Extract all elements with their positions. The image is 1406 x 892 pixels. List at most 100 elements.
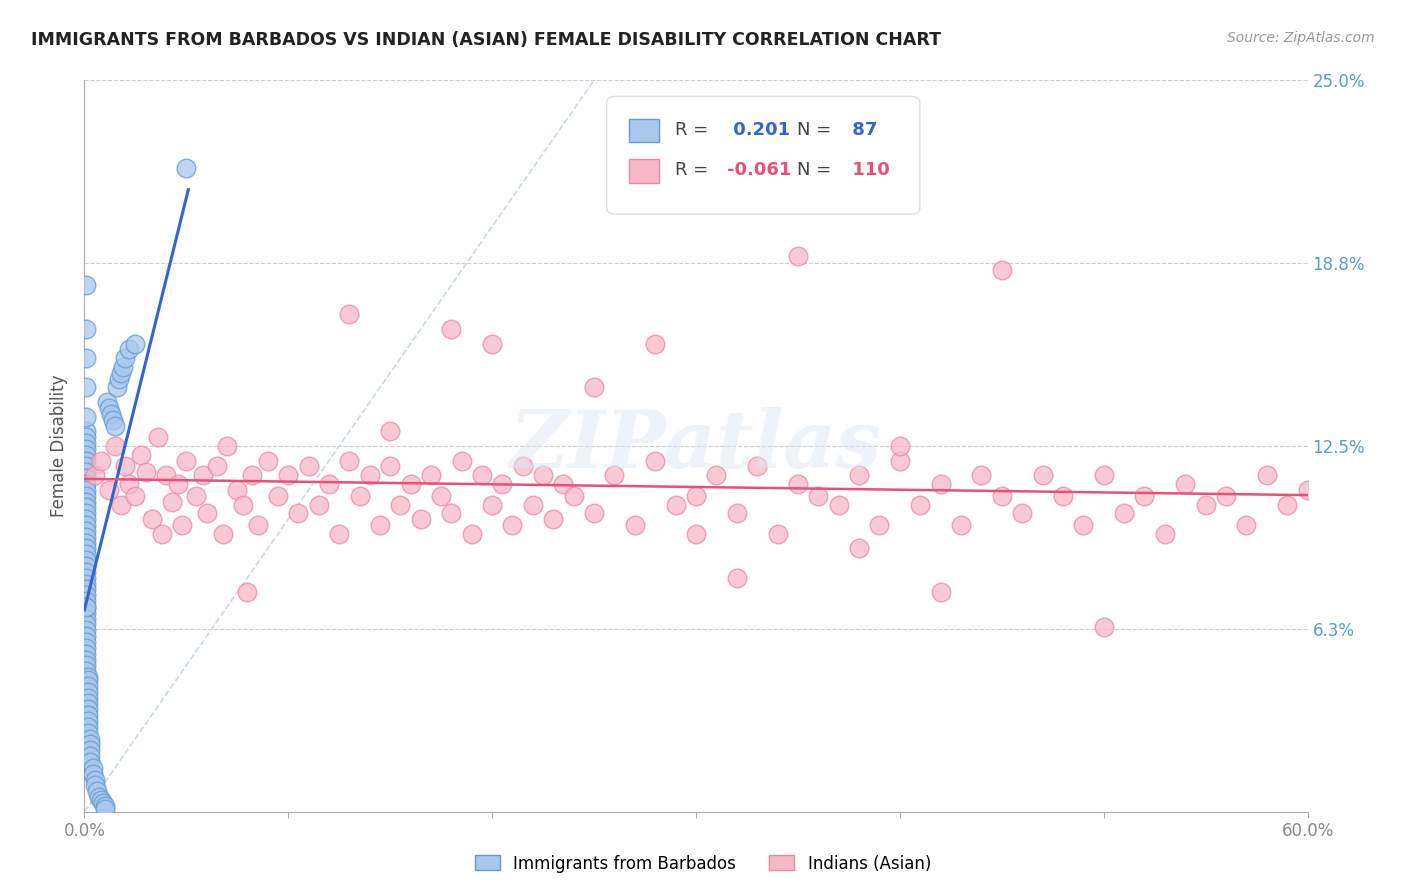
FancyBboxPatch shape	[606, 96, 920, 214]
Point	[450, 453, 472, 467]
Point	[131, 448, 153, 462]
Point	[562, 489, 585, 503]
Point	[685, 526, 707, 541]
Point	[114, 351, 136, 366]
Point	[83, 772, 105, 787]
Point	[75, 547, 97, 561]
Point	[75, 483, 97, 497]
Point	[380, 459, 402, 474]
Point	[1154, 526, 1177, 541]
Point	[787, 249, 810, 263]
Point	[75, 647, 97, 661]
Point	[75, 489, 97, 503]
Point	[277, 468, 299, 483]
Point	[910, 498, 932, 512]
Text: 0.201: 0.201	[727, 121, 790, 139]
Point	[75, 599, 97, 614]
Point	[848, 468, 870, 483]
Point	[118, 477, 141, 491]
Point	[101, 412, 124, 426]
Point	[75, 442, 97, 456]
Point	[339, 307, 361, 321]
Point	[141, 512, 163, 526]
Point	[1215, 489, 1237, 503]
Point	[1195, 498, 1218, 512]
Point	[75, 518, 97, 533]
Point	[531, 468, 554, 483]
Point	[75, 409, 97, 424]
Point	[828, 498, 851, 512]
Point	[950, 518, 973, 533]
Point	[79, 749, 101, 764]
Point	[82, 761, 104, 775]
Point	[512, 459, 534, 474]
Point	[75, 453, 97, 467]
Text: -0.061: -0.061	[727, 161, 792, 179]
Point	[79, 731, 101, 746]
Point	[308, 498, 330, 512]
Point	[86, 784, 108, 798]
Point	[991, 263, 1014, 277]
Point	[146, 430, 169, 444]
Point	[93, 802, 115, 816]
Point	[82, 766, 104, 780]
Point	[77, 690, 100, 705]
Point	[787, 477, 810, 491]
Point	[75, 606, 97, 620]
Point	[725, 506, 748, 520]
Point	[665, 498, 688, 512]
Point	[104, 418, 127, 433]
Point	[725, 571, 748, 585]
Point	[389, 498, 412, 512]
Point	[77, 670, 100, 684]
Point	[522, 498, 544, 512]
Point	[75, 624, 97, 638]
Point	[1174, 477, 1197, 491]
Point	[75, 500, 97, 515]
Point	[1236, 518, 1258, 533]
Point	[77, 685, 100, 699]
Point	[79, 738, 101, 752]
Point	[543, 512, 565, 526]
Point	[79, 743, 101, 757]
Point	[685, 489, 707, 503]
Point	[1256, 468, 1278, 483]
Point	[430, 489, 453, 503]
Point	[212, 526, 235, 541]
Point	[236, 585, 259, 599]
Point	[318, 477, 340, 491]
Point	[399, 477, 422, 491]
Point	[298, 459, 321, 474]
Point	[1092, 468, 1115, 483]
Point	[104, 439, 127, 453]
Point	[328, 526, 350, 541]
Point	[929, 477, 952, 491]
Point	[991, 489, 1014, 503]
Point	[172, 518, 194, 533]
Point	[766, 526, 789, 541]
Point	[75, 430, 97, 444]
Point	[150, 526, 173, 541]
Point	[644, 453, 666, 467]
Point	[110, 366, 132, 380]
Point	[267, 489, 290, 503]
Text: N =: N =	[797, 161, 838, 179]
Point	[583, 506, 606, 520]
Point	[75, 635, 97, 649]
Point	[77, 714, 100, 728]
FancyBboxPatch shape	[628, 119, 659, 143]
Point	[1133, 489, 1156, 503]
Point	[287, 506, 309, 520]
Point	[869, 518, 891, 533]
Point	[75, 530, 97, 544]
Point	[114, 459, 136, 474]
Point	[491, 477, 513, 491]
Point	[155, 468, 177, 483]
Point	[96, 395, 118, 409]
Point	[75, 652, 97, 666]
Point	[75, 477, 97, 491]
Point	[583, 380, 606, 394]
Point	[77, 708, 100, 723]
Point	[77, 720, 100, 734]
Point	[75, 535, 97, 549]
